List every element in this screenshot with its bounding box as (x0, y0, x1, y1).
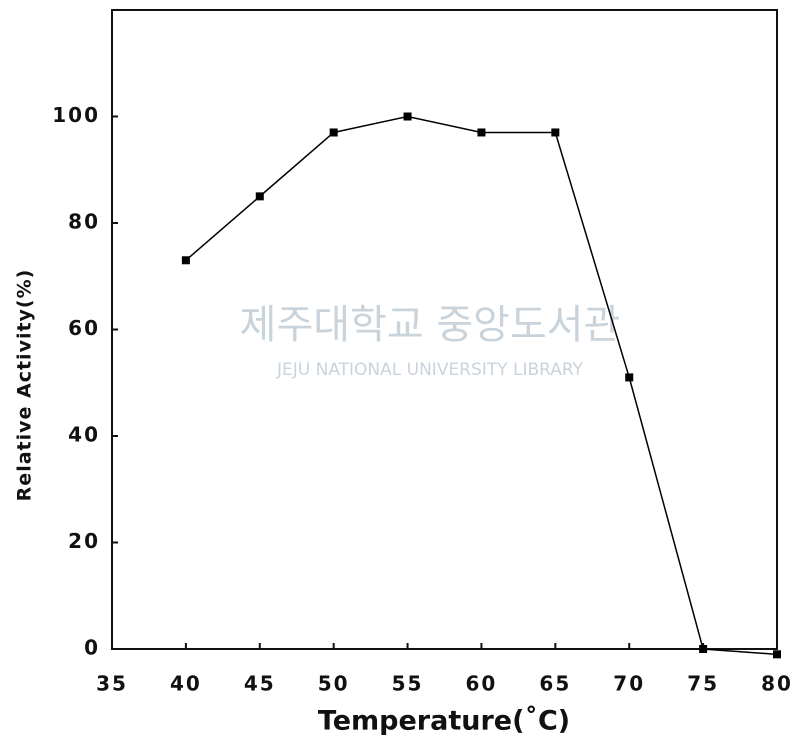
x-tick-label: 45 (244, 672, 276, 696)
y-tick-label: 0 (84, 636, 100, 660)
x-tick-label: 35 (96, 672, 128, 696)
data-point (699, 645, 708, 653)
x-tick-label: 80 (761, 672, 793, 696)
x-tick-label: 60 (466, 672, 498, 696)
data-point (773, 650, 781, 659)
data-point (403, 112, 412, 121)
data-point (551, 128, 560, 137)
data-point (255, 192, 264, 201)
y-axis-label: Relative Activity(%) (14, 269, 36, 502)
y-tick-label: 100 (52, 103, 100, 127)
watermark: JEJU NATIONAL UNIVERSITY LIBRARY (276, 360, 584, 380)
x-tick-label: 40 (170, 672, 202, 696)
y-tick-label: 80 (68, 210, 100, 234)
x-tick-label: 55 (392, 672, 424, 696)
data-line (185, 115, 778, 656)
y-tick-label: 60 (68, 316, 100, 340)
x-axis-label: Temperature(˚C) (318, 706, 570, 737)
data-point (625, 373, 634, 382)
data-point (329, 128, 338, 137)
x-tick-label: 70 (613, 672, 645, 696)
x-tick-label: 75 (687, 672, 719, 696)
y-tick-label: 20 (68, 529, 100, 553)
data-point (477, 128, 486, 137)
data-point (181, 256, 190, 265)
watermark: 제주대학교 중앙도서관 (240, 302, 621, 348)
y-tick-label: 40 (68, 423, 100, 447)
x-tick-label: 50 (318, 672, 350, 696)
x-tick-label: 65 (539, 672, 571, 696)
